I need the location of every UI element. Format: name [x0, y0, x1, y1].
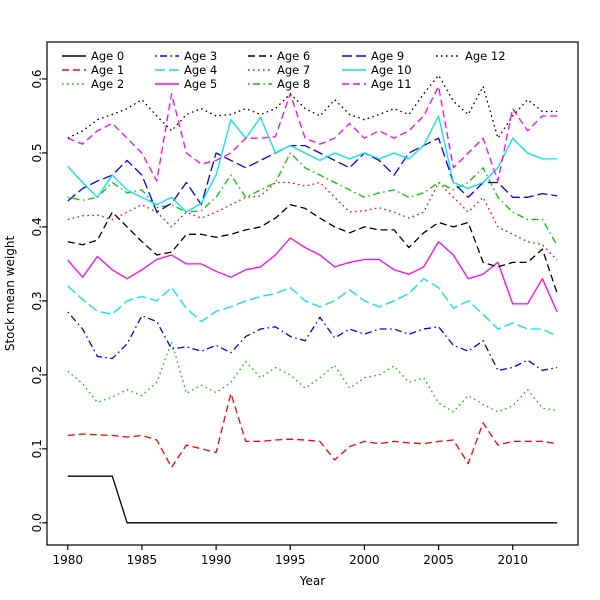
- legend-label-age-10: Age 10: [371, 63, 412, 77]
- legend-label-age-7: Age 7: [277, 63, 310, 77]
- y-tick-label: 0.2: [30, 365, 44, 384]
- y-tick-label: 0.4: [30, 217, 44, 236]
- legend-label-age-1: Age 1: [91, 63, 124, 77]
- plot-box: [46, 41, 579, 546]
- legend-label-age-3: Age 3: [184, 49, 217, 63]
- y-tick-label: 0.1: [30, 439, 44, 458]
- series-line-age-10: [67, 115, 558, 213]
- series-line-age-1: [67, 392, 558, 468]
- y-tick-label: 0.5: [30, 143, 44, 162]
- legend-label-age-11: Age 11: [371, 77, 412, 91]
- series-line-age-5: [67, 237, 558, 313]
- series-line-age-11: [67, 85, 558, 182]
- legend-label-age-4: Age 4: [184, 63, 217, 77]
- series-line-age-3: [67, 311, 558, 372]
- series-line-age-7: [67, 181, 558, 261]
- y-tick-label: 0.6: [30, 69, 44, 88]
- y-tick-label: 0.3: [30, 291, 44, 310]
- x-tick-label: 1985: [127, 553, 158, 567]
- series-line-age-6: [67, 204, 558, 294]
- legend-label-age-8: Age 8: [277, 77, 310, 91]
- series-line-age-2: [67, 340, 558, 413]
- legend-label-age-12: Age 12: [465, 49, 506, 63]
- y-axis-title: Stock mean weight: [3, 236, 17, 352]
- y-tick-label: 0.0: [30, 513, 44, 532]
- legend-label-age-5: Age 5: [184, 77, 217, 91]
- series-line-age-12: [67, 74, 558, 139]
- series-line-age-4: [67, 278, 558, 337]
- legend-label-age-6: Age 6: [277, 49, 310, 63]
- x-tick-label: 2005: [423, 553, 454, 567]
- legend-label-age-0: Age 0: [91, 49, 124, 63]
- series-line-age-9: [67, 137, 558, 213]
- x-axis-title: Year: [299, 574, 325, 588]
- legend-label-age-2: Age 2: [91, 77, 124, 91]
- x-tick-label: 2010: [497, 553, 528, 567]
- x-tick-label: 1990: [201, 553, 232, 567]
- legend-label-age-9: Age 9: [371, 49, 404, 63]
- series-line-age-0: [67, 475, 558, 524]
- x-tick-label: 2000: [349, 553, 380, 567]
- x-tick-label: 1980: [52, 553, 83, 567]
- x-tick-label: 1995: [275, 553, 306, 567]
